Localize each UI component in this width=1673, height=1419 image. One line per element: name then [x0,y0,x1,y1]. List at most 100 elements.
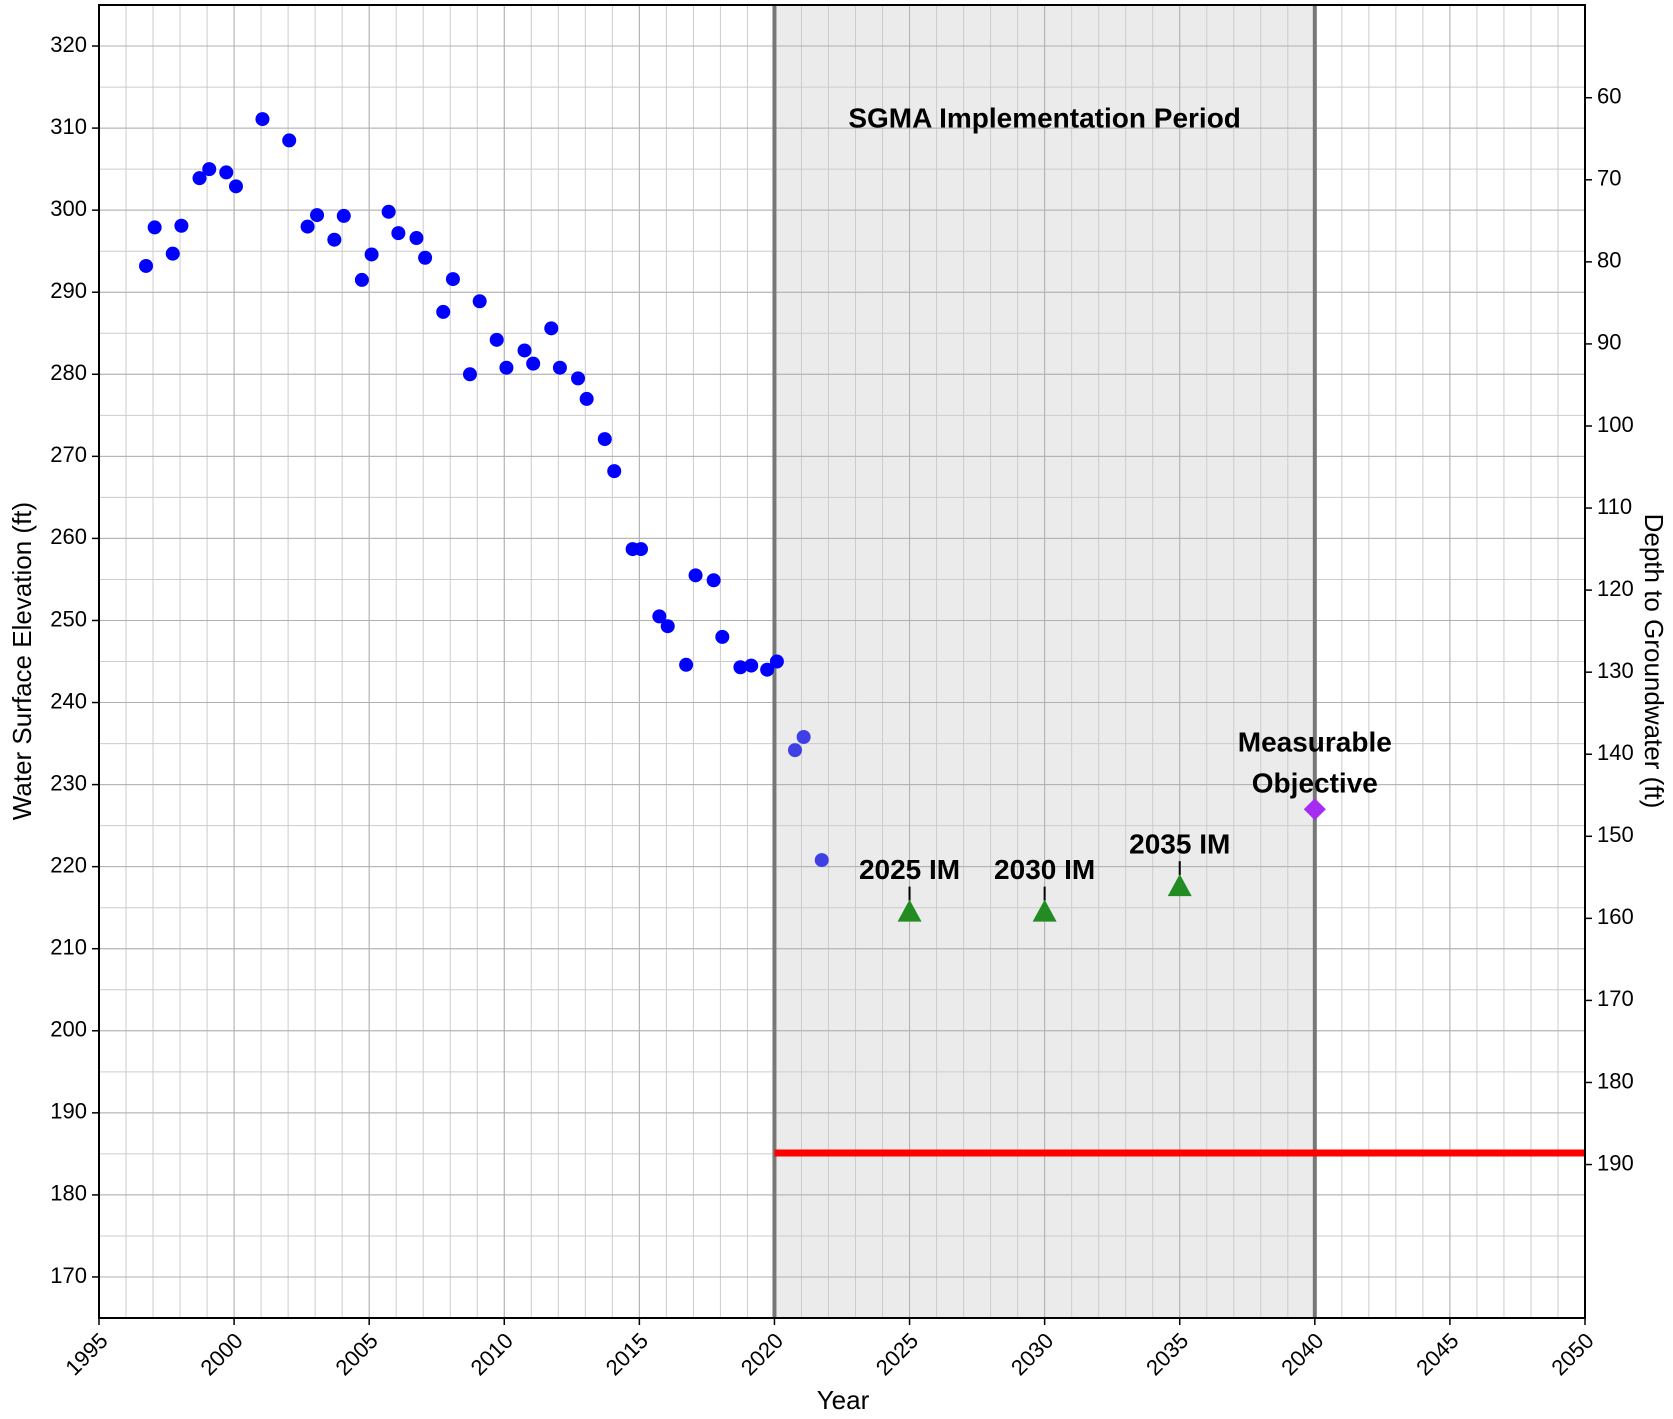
data-point [744,658,759,673]
x-tick-label: 2040 [1276,1328,1328,1380]
data-point [192,171,207,186]
data-point [787,743,802,758]
y2-tick-label: 190 [1597,1150,1634,1175]
y-tick-label: 200 [50,1017,87,1042]
data-point [202,162,217,177]
data-point [165,246,180,261]
y2-tick-label: 90 [1597,330,1621,355]
y2-tick-label: 150 [1597,822,1634,847]
milestone-marker [1032,899,1057,922]
x-tick-label: 2020 [736,1328,788,1380]
objective-marker [1303,798,1326,821]
period-label: SGMA Implementation Period [848,102,1241,133]
y2-tick-label: 100 [1597,412,1634,437]
data-point [364,247,379,262]
x-tick-label: 2025 [871,1328,923,1380]
data-point [409,231,424,246]
x-tick-label: 2030 [1006,1328,1058,1380]
milestone-marker [897,899,922,922]
data-point [499,360,514,375]
y2-tick-label: 170 [1597,986,1634,1011]
y2-tick-label: 140 [1597,740,1634,765]
data-point [310,208,325,223]
data-point [733,660,748,675]
data-point [607,464,622,479]
data-point [652,609,667,624]
y2-tick-label: 130 [1597,658,1634,683]
objective-label: Objective [1252,768,1378,799]
milestone-label: 2035 IM [1129,829,1230,860]
x-tick-label: 1995 [60,1328,112,1380]
y2-axis-label: Depth to Groundwater (ft) [1639,514,1669,809]
y-tick-label: 270 [50,442,87,467]
y-tick-label: 240 [50,688,87,713]
y-tick-label: 250 [50,606,87,631]
data-point [147,220,162,235]
data-point [391,226,406,241]
y-tick-label: 220 [50,852,87,877]
data-point [715,629,730,644]
milestone-marker [1167,874,1192,897]
y2-tick-label: 80 [1597,248,1621,273]
milestone-label: 2025 IM [859,854,960,885]
data-point [769,654,784,669]
data-point [445,272,460,287]
y2-tick-label: 120 [1597,576,1634,601]
y-axis-label: Water Surface Elevation (ft) [7,502,37,820]
data-point [219,165,234,180]
data-point [526,356,541,371]
plot-frame [98,4,1586,1319]
y-tick-label: 310 [50,114,87,139]
x-tick-label: 2000 [195,1328,247,1380]
data-point [282,133,297,148]
data-point [381,204,396,219]
data-point [688,568,703,583]
data-point [436,304,451,319]
data-point [300,219,315,234]
x-tick-label: 2010 [466,1328,518,1380]
data-point [760,662,775,677]
y-tick-label: 290 [50,278,87,303]
x-tick-label: 2045 [1411,1328,1463,1380]
data-point [706,573,721,588]
y-tick-label: 300 [50,196,87,221]
y-tick-label: 210 [50,935,87,960]
x-tick-label: 2035 [1141,1328,1193,1380]
data-point [679,657,694,672]
data-point [552,360,567,375]
data-point [597,432,612,447]
y-tick-label: 230 [50,770,87,795]
y-tick-label: 190 [50,1099,87,1124]
y-tick-label: 170 [50,1263,87,1288]
data-point [660,619,675,634]
data-point [336,208,351,223]
data-point [139,258,154,273]
y-tick-label: 180 [50,1181,87,1206]
data-point [228,179,243,194]
data-point [354,272,369,287]
y-tick-label: 320 [50,32,87,57]
data-point [544,321,559,336]
y-tick-label: 260 [50,524,87,549]
x-axis-label: Year [817,1385,870,1415]
x-tick-label: 2015 [601,1328,653,1380]
y-tick-label: 280 [50,360,87,385]
data-point [255,112,270,127]
y2-tick-label: 70 [1597,166,1621,191]
data-point [579,391,594,406]
data-point [174,218,189,233]
y2-tick-label: 180 [1597,1068,1634,1093]
x-tick-label: 2050 [1546,1328,1598,1380]
data-point [489,332,504,347]
y2-tick-label: 110 [1597,494,1632,519]
data-point [462,367,477,382]
data-point [796,729,811,744]
data-point [571,371,586,386]
milestone-label: 2030 IM [994,854,1095,885]
y2-tick-label: 60 [1597,84,1621,109]
data-point [633,542,648,557]
y2-tick-label: 160 [1597,904,1634,929]
x-tick-label: 2005 [331,1328,383,1380]
data-point [418,250,433,265]
